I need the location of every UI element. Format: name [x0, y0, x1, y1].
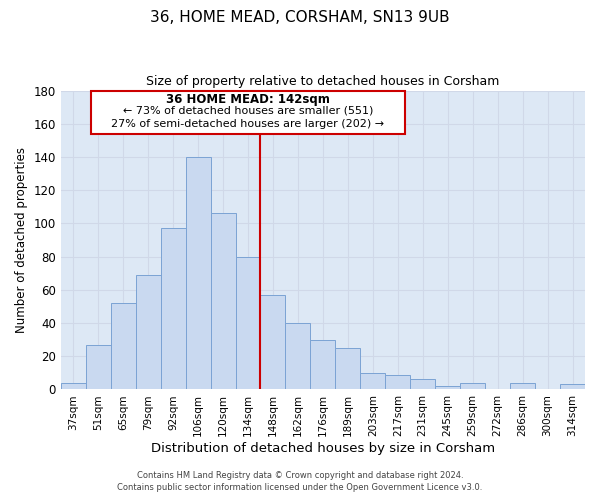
Bar: [361, 373, 385, 390]
Y-axis label: Number of detached properties: Number of detached properties: [15, 147, 28, 333]
Text: ← 73% of detached houses are smaller (551): ← 73% of detached houses are smaller (55…: [123, 106, 373, 116]
Bar: [161, 228, 185, 390]
Bar: [560, 384, 585, 390]
Bar: [86, 344, 111, 390]
Text: 27% of semi-detached houses are larger (202) →: 27% of semi-detached houses are larger (…: [112, 119, 385, 129]
Bar: [260, 295, 286, 390]
Text: Contains HM Land Registry data © Crown copyright and database right 2024.
Contai: Contains HM Land Registry data © Crown c…: [118, 471, 482, 492]
Bar: [286, 323, 310, 390]
Bar: [111, 303, 136, 390]
Text: 36, HOME MEAD, CORSHAM, SN13 9UB: 36, HOME MEAD, CORSHAM, SN13 9UB: [150, 10, 450, 25]
Bar: [335, 348, 361, 390]
Bar: [136, 275, 161, 390]
Bar: [211, 214, 236, 390]
Bar: [385, 374, 410, 390]
Bar: [460, 383, 485, 390]
Bar: [410, 380, 435, 390]
Text: 36 HOME MEAD: 142sqm: 36 HOME MEAD: 142sqm: [166, 93, 330, 106]
FancyBboxPatch shape: [91, 90, 405, 134]
Bar: [61, 383, 86, 390]
Bar: [310, 340, 335, 390]
Bar: [435, 386, 460, 390]
Bar: [185, 157, 211, 390]
Title: Size of property relative to detached houses in Corsham: Size of property relative to detached ho…: [146, 75, 500, 88]
Bar: [510, 383, 535, 390]
Bar: [236, 256, 260, 390]
X-axis label: Distribution of detached houses by size in Corsham: Distribution of detached houses by size …: [151, 442, 495, 455]
